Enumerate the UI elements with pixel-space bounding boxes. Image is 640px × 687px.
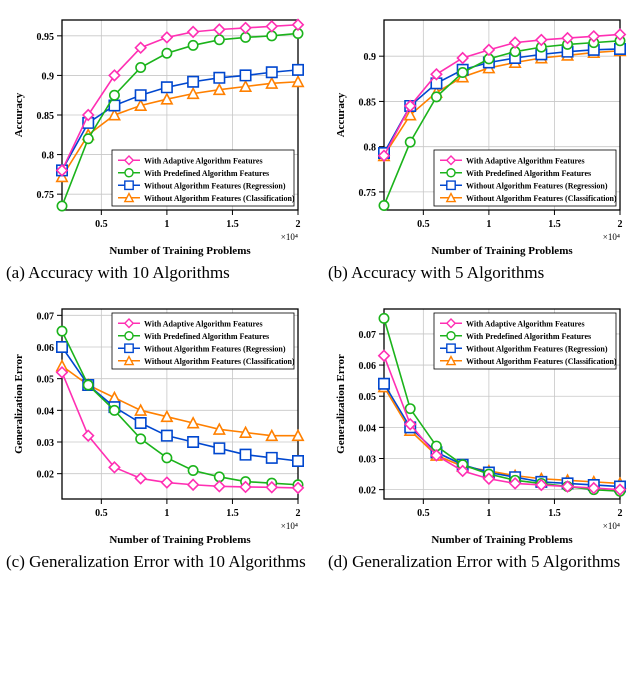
legend-label-predefined: With Predefined Algorithm Features — [466, 332, 591, 341]
legend: With Adaptive Algorithm Features With Pre… — [434, 313, 617, 369]
row-1-captions: (a) Accuracy with 10 Algorithms (b) Accu… — [6, 260, 634, 297]
svg-text:0.85: 0.85 — [359, 97, 377, 108]
row-2-captions: (c) Generalization Error with 10 Algorit… — [6, 549, 634, 572]
svg-text:0.5: 0.5 — [417, 219, 430, 230]
caption-d: (d) Generalization Error with 5 Algorith… — [328, 551, 634, 572]
svg-text:2: 2 — [618, 508, 623, 519]
legend-label-adaptive: With Adaptive Algorithm Features — [144, 320, 263, 329]
svg-text:0.03: 0.03 — [359, 455, 377, 466]
svg-text:0.04: 0.04 — [359, 424, 377, 435]
panel-d-cell: 0.5 1 1.5 2 0.02 0.03 0.04 0.05 0.06 0.07 ×10⁴ Numb… — [328, 297, 634, 549]
svg-text:Generalization Error: Generalization Error — [335, 354, 347, 454]
svg-text:Accuracy: Accuracy — [13, 92, 25, 137]
svg-text:Generalization Error: Generalization Error — [13, 354, 25, 454]
legend-label-predefined: With Predefined Algorithm Features — [466, 169, 591, 178]
legend-label-classif: Without Algorithm Features (Classificati… — [466, 194, 617, 203]
svg-text:1.5: 1.5 — [226, 508, 239, 519]
svg-text:0.95: 0.95 — [37, 32, 55, 43]
svg-text:0.02: 0.02 — [359, 486, 377, 497]
legend-label-adaptive: With Adaptive Algorithm Features — [144, 156, 263, 165]
svg-text:0.75: 0.75 — [359, 188, 377, 199]
svg-text:1: 1 — [486, 508, 491, 519]
svg-text:1.5: 1.5 — [548, 508, 561, 519]
row-2-charts: 0.5 1 1.5 2 0.02 0.03 0.04 0.05 0.06 0.07 ×10⁴ Numb… — [6, 297, 634, 549]
caption-c: (c) Generalization Error with 10 Algorit… — [6, 551, 312, 572]
svg-text:×10⁴: ×10⁴ — [281, 232, 298, 242]
row-1-charts: 0.5 1 1.5 2 0.75 0.8 0.85 0.9 0.95 ×10⁴ Number of … — [6, 8, 634, 260]
svg-text:1.5: 1.5 — [548, 219, 561, 230]
caption-b-cell: (b) Accuracy with 5 Algorithms — [328, 262, 634, 283]
legend: With Adaptive Algorithm Features With Pre… — [112, 313, 295, 369]
caption-a-cell: (a) Accuracy with 10 Algorithms — [6, 262, 312, 283]
legend-label-adaptive: With Adaptive Algorithm Features — [466, 156, 585, 165]
svg-text:0.75: 0.75 — [37, 190, 55, 201]
panel-d-chart: 0.5 1 1.5 2 0.02 0.03 0.04 0.05 0.06 0.07 ×10⁴ Numb… — [328, 297, 634, 549]
svg-text:1: 1 — [164, 508, 169, 519]
svg-text:0.5: 0.5 — [417, 508, 430, 519]
legend-label-predefined: With Predefined Algorithm Features — [144, 332, 269, 341]
svg-text:0.06: 0.06 — [359, 361, 377, 372]
panel-b-cell: 0.5 1 1.5 2 0.75 0.8 0.85 0.9 ×10⁴ Number of Trai… — [328, 8, 634, 260]
svg-text:0.05: 0.05 — [359, 392, 377, 403]
svg-text:2: 2 — [618, 219, 623, 230]
legend-label-adaptive: With Adaptive Algorithm Features — [466, 320, 585, 329]
legend-label-predefined: With Predefined Algorithm Features — [144, 169, 269, 178]
svg-text:Number of Training Problems: Number of Training Problems — [109, 245, 251, 257]
svg-text:0.03: 0.03 — [37, 438, 55, 449]
legend-label-regression: Without Algorithm Features (Regression) — [466, 181, 608, 190]
svg-text:0.8: 0.8 — [42, 151, 55, 162]
svg-text:0.05: 0.05 — [37, 375, 55, 386]
svg-text:2: 2 — [296, 219, 301, 230]
svg-text:×10⁴: ×10⁴ — [603, 232, 620, 242]
legend: With Adaptive Algorithm Features With Pre… — [434, 150, 617, 206]
panel-c-cell: 0.5 1 1.5 2 0.02 0.03 0.04 0.05 0.06 0.07 ×10⁴ Numb… — [6, 297, 312, 549]
svg-text:1: 1 — [486, 219, 491, 230]
legend-label-regression: Without Algorithm Features (Regression) — [144, 345, 286, 354]
svg-text:0.85: 0.85 — [37, 111, 55, 122]
caption-d-cell: (d) Generalization Error with 5 Algorith… — [328, 551, 634, 572]
svg-text:Number of Training Problems: Number of Training Problems — [431, 534, 573, 546]
svg-text:0.5: 0.5 — [95, 508, 108, 519]
caption-a: (a) Accuracy with 10 Algorithms — [6, 262, 312, 283]
svg-text:0.07: 0.07 — [37, 312, 55, 323]
caption-c-cell: (c) Generalization Error with 10 Algorit… — [6, 551, 312, 572]
legend-label-regression: Without Algorithm Features (Regression) — [144, 181, 286, 190]
svg-text:×10⁴: ×10⁴ — [281, 521, 298, 531]
svg-text:×10⁴: ×10⁴ — [603, 521, 620, 531]
panel-a-chart: 0.5 1 1.5 2 0.75 0.8 0.85 0.9 0.95 ×10⁴ Number of … — [6, 8, 312, 260]
svg-text:0.04: 0.04 — [37, 407, 55, 418]
legend-label-classif: Without Algorithm Features (Classificati… — [144, 194, 295, 203]
svg-text:0.06: 0.06 — [37, 343, 55, 354]
panel-b-chart: 0.5 1 1.5 2 0.75 0.8 0.85 0.9 ×10⁴ Number of Trai… — [328, 8, 634, 260]
svg-text:1: 1 — [164, 219, 169, 230]
svg-text:0.9: 0.9 — [42, 71, 55, 82]
svg-text:2: 2 — [296, 508, 301, 519]
legend: With Adaptive Algorithm Features With Pre… — [112, 150, 295, 206]
svg-text:0.02: 0.02 — [37, 470, 55, 481]
svg-text:1.5: 1.5 — [226, 219, 239, 230]
svg-text:Number of Training Problems: Number of Training Problems — [431, 245, 573, 257]
legend-label-regression: Without Algorithm Features (Regression) — [466, 345, 608, 354]
svg-text:0.8: 0.8 — [364, 143, 377, 154]
svg-text:Number of Training Problems: Number of Training Problems — [109, 534, 251, 546]
svg-text:Accuracy: Accuracy — [335, 92, 347, 137]
svg-text:0.9: 0.9 — [364, 52, 377, 63]
figure-grid: 0.5 1 1.5 2 0.75 0.8 0.85 0.9 0.95 ×10⁴ Number of … — [0, 0, 640, 687]
svg-text:0.5: 0.5 — [95, 219, 108, 230]
legend-label-classif: Without Algorithm Features (Classificati… — [466, 357, 617, 366]
panel-c-chart: 0.5 1 1.5 2 0.02 0.03 0.04 0.05 0.06 0.07 ×10⁴ Numb… — [6, 297, 312, 549]
panel-a-cell: 0.5 1 1.5 2 0.75 0.8 0.85 0.9 0.95 ×10⁴ Number of … — [6, 8, 312, 260]
caption-b: (b) Accuracy with 5 Algorithms — [328, 262, 634, 283]
legend-label-classif: Without Algorithm Features (Classificati… — [144, 357, 295, 366]
svg-text:0.07: 0.07 — [359, 330, 377, 341]
